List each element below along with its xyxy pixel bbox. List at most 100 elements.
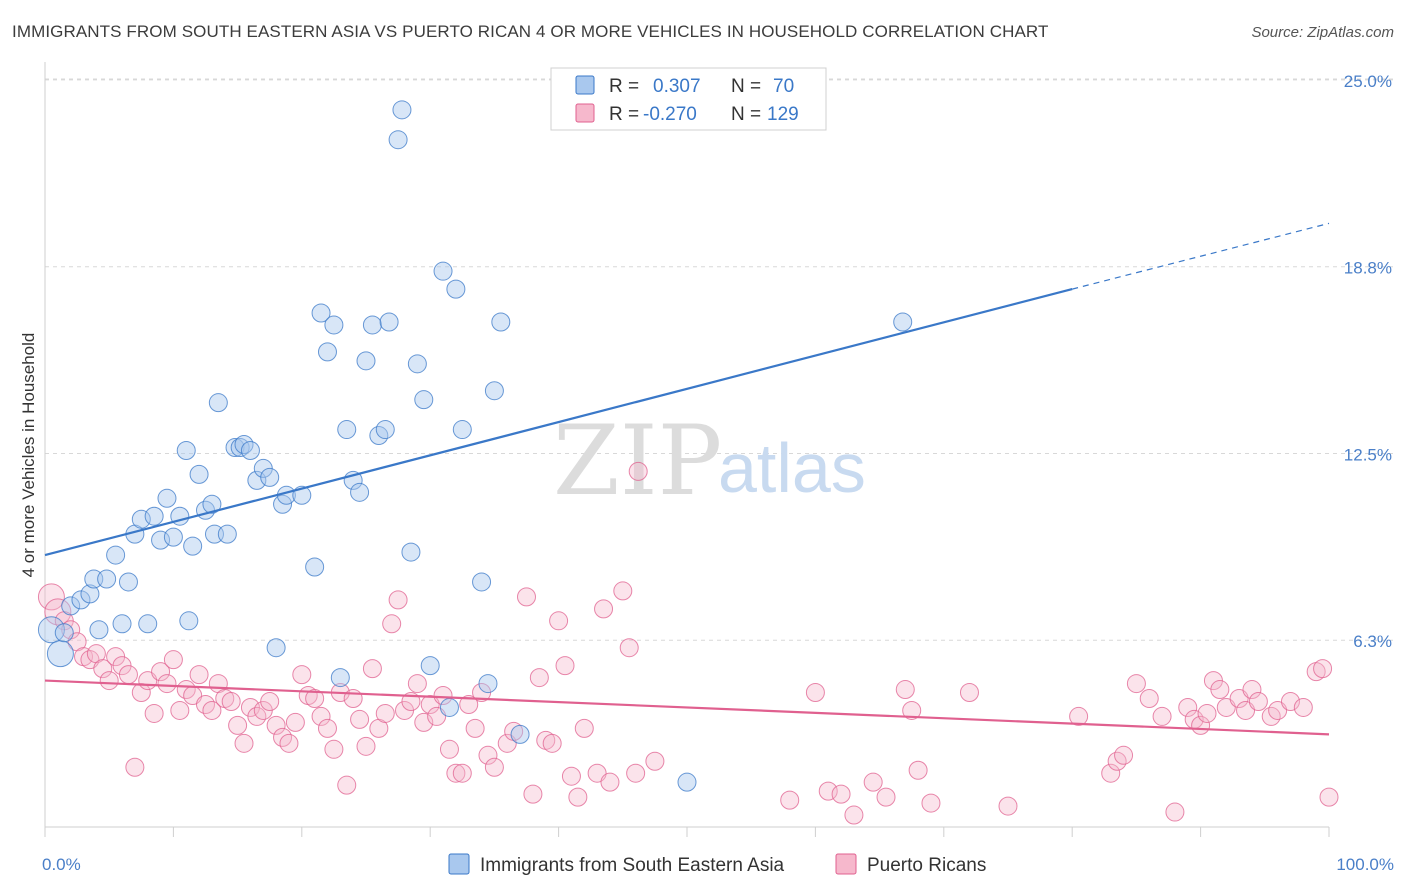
point-puerto-rican <box>189 665 209 685</box>
point-puerto-rican <box>439 739 459 759</box>
point-puerto-rican <box>260 691 280 711</box>
point-puerto-rican <box>452 763 472 783</box>
point-se-asia <box>388 130 408 150</box>
point-puerto-rican <box>202 700 222 720</box>
point-puerto-rican <box>921 793 941 813</box>
point-se-asia <box>317 342 337 362</box>
point-puerto-rican <box>362 659 382 679</box>
point-se-asia <box>484 381 504 401</box>
y-tick-labels: 6.3% 12.5% 18.8% 25.0% <box>1344 72 1392 651</box>
point-se-asia <box>472 572 492 592</box>
point-se-asia <box>179 611 199 631</box>
point-puerto-rican <box>523 784 543 804</box>
point-se-asia <box>89 620 109 640</box>
point-puerto-rican <box>626 763 646 783</box>
point-puerto-rican <box>1242 680 1262 700</box>
point-puerto-rican <box>780 790 800 810</box>
point-puerto-rican <box>234 733 254 753</box>
stats-legend-box <box>550 67 827 131</box>
point-puerto-rican <box>37 583 65 611</box>
watermark-zip: ZIP <box>553 405 722 517</box>
point-se-asia <box>305 557 325 577</box>
point-se-asia <box>491 312 511 332</box>
point-se-asia <box>452 420 472 440</box>
point-se-asia <box>677 772 697 792</box>
point-se-asia <box>80 584 100 604</box>
point-se-asia <box>439 697 459 717</box>
point-se-asia <box>138 614 158 634</box>
point-puerto-rican <box>1280 691 1300 711</box>
point-puerto-rican <box>895 680 915 700</box>
legend-n-label-blue: N = <box>731 76 761 97</box>
x-tick-label: 100.0% <box>1336 855 1394 874</box>
point-puerto-rican <box>574 718 594 738</box>
point-puerto-rican <box>1197 703 1217 723</box>
point-puerto-rican <box>337 775 357 795</box>
series-immigrants-se-asia <box>37 100 913 792</box>
point-se-asia <box>131 509 151 529</box>
legend-r-value-pink: -0.270 <box>643 104 697 125</box>
point-se-asia <box>208 393 228 413</box>
point-puerto-rican <box>568 787 588 807</box>
point-puerto-rican <box>93 659 113 679</box>
legend-n-value-pink: 129 <box>767 104 799 125</box>
point-puerto-rican <box>1152 706 1172 726</box>
point-puerto-rican <box>157 674 177 694</box>
point-puerto-rican <box>613 581 633 601</box>
point-puerto-rican <box>324 739 344 759</box>
point-puerto-rican <box>908 760 928 780</box>
point-se-asia <box>112 614 132 634</box>
point-puerto-rican <box>382 614 402 634</box>
point-se-asia <box>266 638 286 658</box>
point-puerto-rican <box>356 736 376 756</box>
y-tick-label: 12.5% <box>1344 445 1392 464</box>
point-puerto-rican <box>350 709 370 729</box>
point-se-asia <box>510 724 530 744</box>
point-se-asia <box>433 261 453 281</box>
point-puerto-rican <box>998 796 1018 816</box>
point-se-asia <box>217 524 237 544</box>
point-puerto-rican <box>1248 691 1268 711</box>
point-puerto-rican <box>279 733 299 753</box>
point-puerto-rican <box>99 671 119 691</box>
point-puerto-rican <box>44 598 72 626</box>
point-puerto-rican <box>1293 697 1313 717</box>
point-se-asia <box>324 315 344 335</box>
watermark: ZIP atlas <box>553 405 866 517</box>
point-puerto-rican <box>484 757 504 777</box>
point-puerto-rican <box>1114 745 1134 765</box>
point-puerto-rican <box>1126 674 1146 694</box>
point-puerto-rican <box>305 689 325 709</box>
series-legend: Immigrants from South Eastern Asia Puert… <box>448 853 986 876</box>
point-se-asia <box>362 315 382 335</box>
legend-r-label-pink: R = <box>609 104 639 125</box>
point-se-asia <box>375 420 395 440</box>
watermark-atlas: atlas <box>718 429 866 507</box>
point-se-asia <box>163 527 183 547</box>
point-puerto-rican <box>831 784 851 804</box>
y-tick-label: 6.3% <box>1353 632 1392 651</box>
point-puerto-rican <box>151 662 171 682</box>
point-se-asia <box>446 279 466 299</box>
point-se-asia <box>151 530 171 550</box>
point-se-asia <box>106 545 126 565</box>
trend-line-puerto-ricans <box>44 679 1330 736</box>
point-puerto-rican <box>1101 763 1121 783</box>
trend-line-se-asia-extension <box>1072 222 1330 290</box>
point-puerto-rican <box>465 718 485 738</box>
series-legend-label-blue: Immigrants from South Eastern Asia <box>480 855 785 876</box>
series-legend-label-pink: Puerto Ricans <box>867 855 986 876</box>
point-se-asia <box>356 351 376 371</box>
point-puerto-rican <box>594 599 614 619</box>
point-se-asia <box>478 674 498 694</box>
legend-swatch-blue <box>575 75 595 95</box>
point-puerto-rican <box>818 781 838 801</box>
point-puerto-rican <box>844 805 864 825</box>
point-puerto-rican <box>1178 697 1198 717</box>
y-tick-label: 25.0% <box>1344 72 1392 91</box>
x-tick-label: 0.0% <box>42 855 81 874</box>
point-puerto-rican <box>600 772 620 792</box>
legend-n-label-pink: N = <box>731 104 761 125</box>
point-puerto-rican <box>144 703 164 723</box>
